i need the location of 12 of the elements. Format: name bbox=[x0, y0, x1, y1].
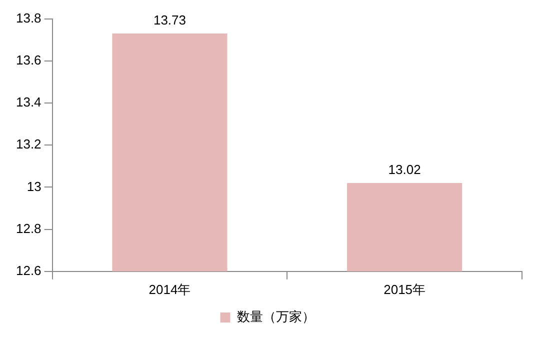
x-tick-label: 2015年 bbox=[384, 282, 426, 297]
y-tick-label: 12.6 bbox=[16, 262, 42, 278]
data-label: 13.02 bbox=[388, 162, 421, 178]
y-tick-label: 13 bbox=[26, 178, 42, 194]
legend-label: 数量（万家） bbox=[236, 308, 315, 325]
x-tick-label: 2014年 bbox=[148, 282, 191, 297]
y-tick-label: 13.8 bbox=[16, 10, 42, 26]
y-tick-label: 13.2 bbox=[16, 136, 42, 152]
y-tick-label: 13.6 bbox=[16, 52, 42, 68]
y-tick-label: 12.8 bbox=[16, 220, 42, 236]
data-label: 13.73 bbox=[153, 12, 186, 28]
y-tick-label: 13.4 bbox=[16, 94, 42, 110]
